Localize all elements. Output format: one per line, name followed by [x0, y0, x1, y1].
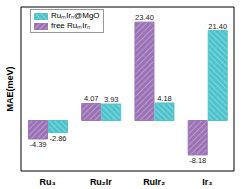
- html-text:free RuₘIrₙ: free RuₘIrₙ: [51, 21, 91, 30]
- html-text:RuₘIrₙ@MgO: RuₘIrₙ@MgO: [51, 11, 100, 20]
- svg-text:-4.39: -4.39: [29, 140, 46, 149]
- svg-text:4.07: 4.07: [84, 94, 99, 103]
- svg-text:Ir₃: Ir₃: [202, 177, 212, 187]
- svg-text:-2.86: -2.86: [49, 134, 66, 143]
- svg-text:3.93: 3.93: [104, 95, 119, 104]
- svg-text:23.40: 23.40: [135, 13, 154, 22]
- svg-text:-8.18: -8.18: [189, 156, 206, 165]
- svg-text:MAE(meV): MAE(meV): [8, 66, 15, 111]
- svg-text:Ru₂Ir: Ru₂Ir: [90, 177, 112, 187]
- svg-text:Ru₃: Ru₃: [40, 177, 56, 187]
- svg-text:RuIr₂: RuIr₂: [143, 177, 165, 187]
- svg-text:21.40: 21.40: [208, 22, 227, 31]
- svg-text:4.18: 4.18: [157, 94, 172, 103]
